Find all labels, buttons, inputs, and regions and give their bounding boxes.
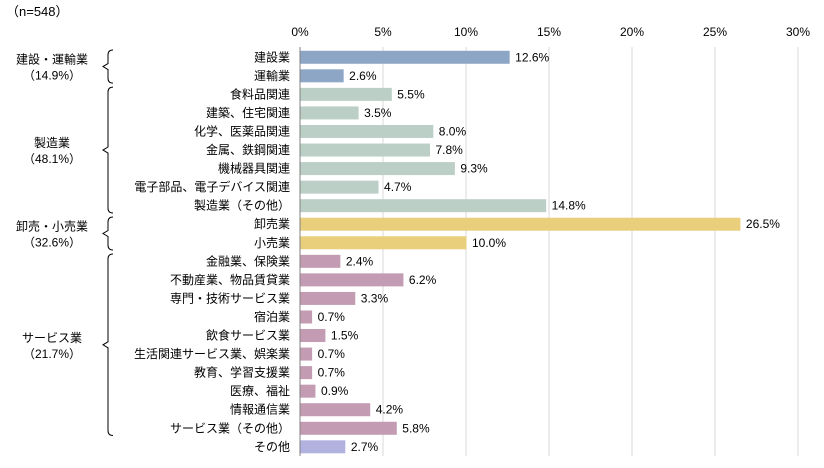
bar bbox=[300, 87, 392, 101]
category-label: 機械器具関連 bbox=[218, 161, 290, 176]
data-label: 1.5% bbox=[331, 329, 359, 343]
bar bbox=[300, 440, 346, 454]
bar bbox=[300, 69, 344, 83]
category-label: 建築、住宅関連 bbox=[206, 105, 290, 120]
bar bbox=[300, 50, 510, 64]
bars bbox=[300, 50, 741, 454]
x-tick-label: 15% bbox=[537, 25, 561, 39]
category-label: 不動産業、物品賃貸業 bbox=[170, 272, 290, 287]
group-labels: 建設・運輸業 （14.9%） 製造業 （48.1%） 卸売・小売業 （32.6%） サービス… bbox=[16, 49, 114, 437]
data-label: 0.7% bbox=[318, 347, 346, 361]
group-brace bbox=[102, 49, 114, 84]
group-brace bbox=[102, 216, 114, 251]
category-labels: 建設業運輸業食料品関連建築、住宅関連化学、医薬品関連金属、鉄鋼関連機械器具関連電… bbox=[134, 49, 290, 454]
bar bbox=[300, 143, 430, 157]
data-label: 5.5% bbox=[397, 87, 425, 101]
category-label: 専門・技術サービス業 bbox=[170, 291, 290, 305]
gridlines bbox=[299, 47, 799, 456]
bar bbox=[300, 199, 547, 213]
category-label: 小売業 bbox=[254, 235, 290, 250]
data-label: 14.8% bbox=[552, 199, 586, 213]
bar bbox=[300, 291, 356, 305]
x-tick-label: 5% bbox=[374, 25, 392, 39]
bar bbox=[300, 254, 341, 268]
group-share: （21.7%） bbox=[23, 347, 81, 361]
category-label: 卸売業 bbox=[254, 216, 290, 231]
x-tick-label: 30% bbox=[786, 25, 810, 39]
data-label: 2.4% bbox=[346, 254, 374, 268]
group-brace bbox=[102, 253, 114, 437]
group-share: （32.6%） bbox=[23, 236, 81, 250]
data-label: 3.3% bbox=[361, 291, 389, 305]
bar bbox=[300, 162, 455, 176]
data-label: 5.8% bbox=[402, 421, 430, 435]
category-label: 製造業（その他） bbox=[194, 199, 290, 213]
bar bbox=[300, 366, 313, 380]
data-label: 6.2% bbox=[409, 273, 437, 287]
category-label: 生活関連サービス業、娯楽業 bbox=[134, 347, 290, 361]
category-label: 電子部品、電子デバイス関連 bbox=[134, 179, 290, 194]
category-label: 食料品関連 bbox=[230, 86, 290, 101]
value-labels: 12.6% 2.6% 5.5% 3.5% 8.0% 7.8% 9.3% 4.7% 14.8% 26… bbox=[318, 50, 781, 454]
data-label: 3.5% bbox=[364, 106, 392, 120]
data-label: 4.2% bbox=[376, 403, 404, 417]
bar bbox=[300, 273, 404, 287]
bar bbox=[300, 106, 359, 120]
bar bbox=[300, 329, 326, 343]
category-label: 金融業、保険業 bbox=[206, 253, 290, 268]
category-label: その他 bbox=[254, 440, 290, 454]
category-label: 情報通信業 bbox=[230, 403, 290, 417]
bar bbox=[300, 124, 434, 138]
group-name: 卸売・小売業 bbox=[16, 219, 88, 234]
bar bbox=[300, 347, 313, 361]
data-label: 10.0% bbox=[472, 236, 506, 250]
data-label: 9.3% bbox=[460, 162, 488, 176]
x-tick-label: 25% bbox=[703, 25, 727, 39]
bar bbox=[300, 403, 371, 417]
x-tick-label: 0% bbox=[291, 25, 309, 39]
data-label: 0.7% bbox=[318, 310, 346, 324]
x-axis-tick-labels: 0% 5% 10% 15% 20% 25% 30% bbox=[291, 25, 810, 39]
x-tick-label: 10% bbox=[454, 25, 478, 39]
category-label: 教育、学習支援業 bbox=[194, 365, 290, 380]
data-label: 0.7% bbox=[318, 366, 346, 380]
group-brace bbox=[102, 86, 114, 214]
group-name: サービス業 bbox=[22, 331, 82, 345]
bar bbox=[300, 384, 316, 398]
group-name: 製造業 bbox=[34, 136, 70, 150]
bar bbox=[300, 421, 397, 435]
data-label: 2.7% bbox=[351, 440, 379, 454]
data-label: 4.7% bbox=[384, 180, 412, 194]
bar bbox=[300, 180, 379, 194]
bar bbox=[300, 236, 467, 250]
category-label: 医療、福祉 bbox=[230, 383, 290, 398]
group-name: 建設・運輸業 bbox=[16, 52, 88, 67]
data-label: 2.6% bbox=[349, 69, 377, 83]
data-label: 8.0% bbox=[439, 124, 467, 138]
data-label: 7.8% bbox=[435, 143, 463, 157]
data-label: 0.9% bbox=[321, 384, 349, 398]
category-label: 化学、医薬品関連 bbox=[194, 123, 290, 138]
data-label: 26.5% bbox=[746, 217, 780, 231]
group-share: （14.9%） bbox=[23, 69, 81, 83]
bar bbox=[300, 310, 313, 324]
category-label: サービス業（その他） bbox=[170, 421, 290, 435]
bar bbox=[300, 217, 741, 231]
category-label: 金属、鉄鋼関連 bbox=[206, 142, 290, 157]
data-label: 12.6% bbox=[515, 50, 549, 64]
sample-size-label: （n=548） bbox=[6, 4, 69, 19]
x-tick-label: 20% bbox=[620, 25, 644, 39]
category-label: 建設業 bbox=[254, 49, 290, 64]
group-share: （48.1%） bbox=[23, 152, 81, 166]
category-label: 飲食サービス業 bbox=[206, 328, 290, 343]
category-label: 宿泊業 bbox=[254, 309, 290, 324]
category-label: 運輸業 bbox=[254, 68, 290, 83]
